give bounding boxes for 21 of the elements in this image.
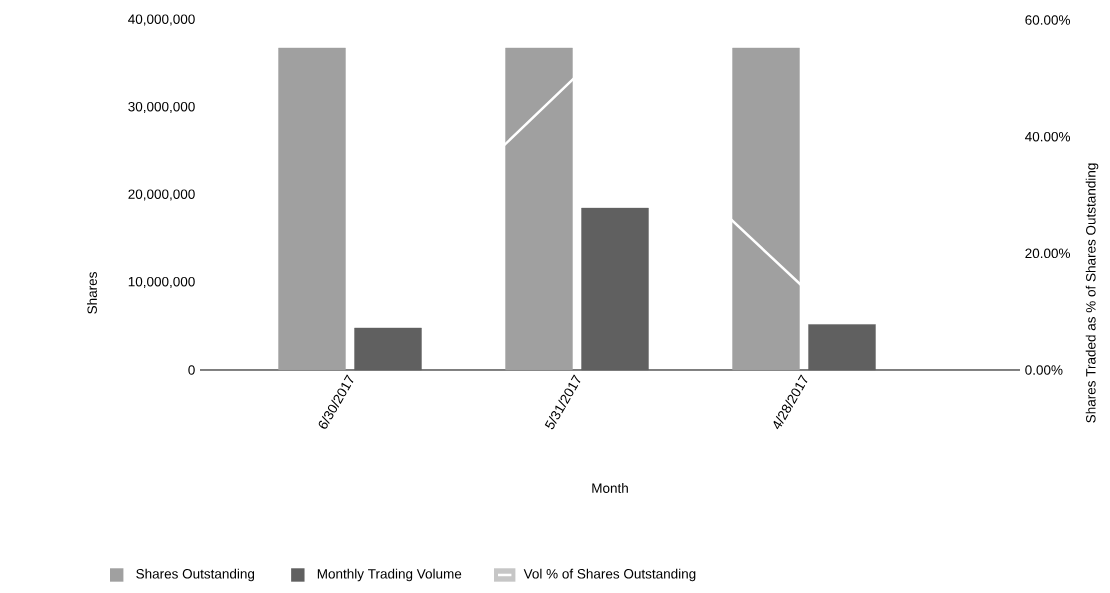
bar	[354, 327, 422, 371]
bar	[732, 47, 800, 371]
y2-tick-label: 20.00%	[1025, 248, 1071, 259]
bar	[505, 47, 573, 371]
bar	[581, 207, 649, 371]
bar	[808, 324, 876, 371]
y-tick-label: 40,000,000	[128, 14, 195, 26]
legend-label: Monthly Trading Volume	[317, 568, 462, 582]
y-tick-label: 30,000,000	[128, 101, 195, 114]
legend-label: Vol % of Shares Outstanding	[523, 568, 696, 582]
bar	[278, 47, 346, 371]
y2-tick-label: 60.00%	[1025, 15, 1071, 25]
y-tick-label: 0	[188, 365, 195, 375]
y2-tick-label: 40.00%	[1025, 131, 1071, 142]
legend-label: Shares Outstanding	[136, 568, 255, 582]
y-tick-label: 20,000,000	[128, 189, 195, 201]
y2-axis-title: Shares Traded as % of Shares Outstanding	[1085, 163, 1099, 423]
y2-tick-label: 0.00%	[1025, 365, 1063, 375]
x-axis-title: Month	[592, 483, 628, 493]
y-tick-label: 10,000,000	[128, 276, 195, 289]
y-axis-title: Shares	[87, 272, 97, 314]
